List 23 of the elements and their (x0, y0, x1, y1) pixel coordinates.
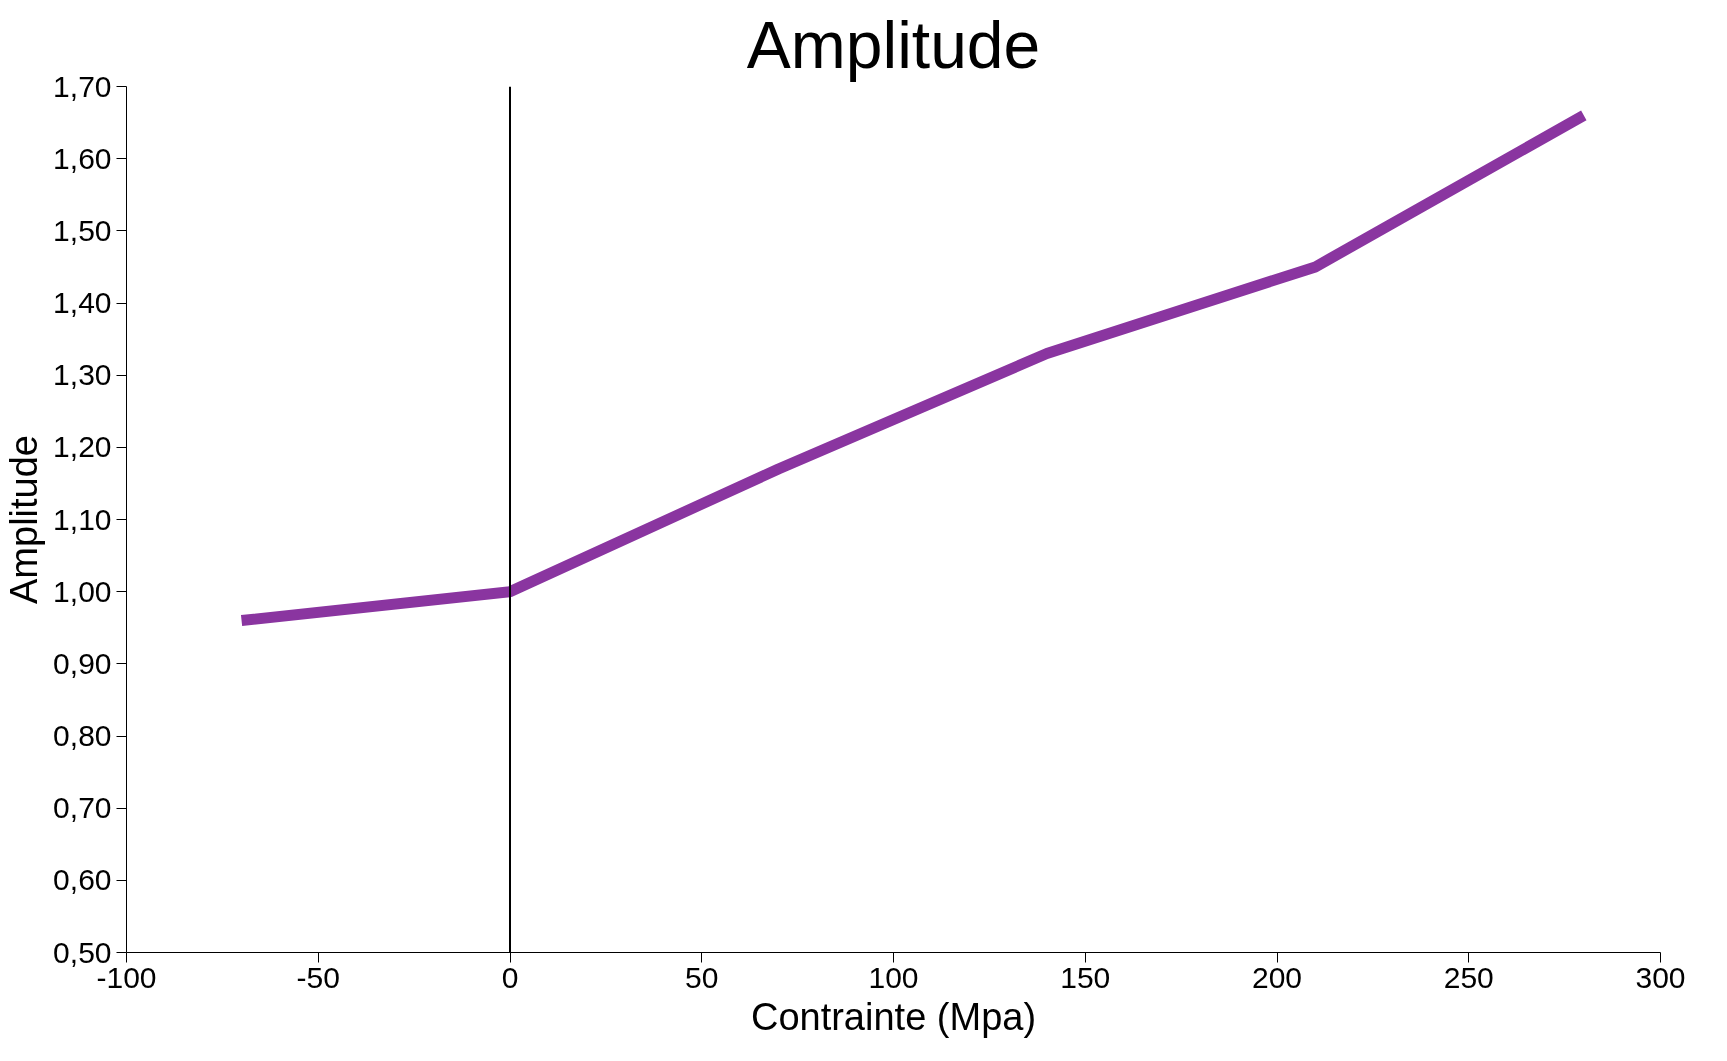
x-tick-label: 50 (685, 960, 719, 994)
x-tick-label: 0 (501, 960, 519, 994)
chart-title: Amplitude (746, 7, 1041, 82)
x-tick-label: 250 (1443, 960, 1494, 994)
y-tick-label: 1,60 (53, 141, 112, 175)
y-tick-label: 1,70 (53, 69, 112, 103)
x-axis-title: Contrainte (Mpa) (750, 995, 1037, 1038)
x-tick-label: -50 (296, 960, 340, 994)
x-tick-label: 200 (1251, 960, 1303, 994)
y-tick-label: 1,40 (53, 286, 112, 319)
y-tick-label: 0,80 (53, 719, 112, 752)
x-tick-label: 100 (868, 960, 919, 994)
y-tick-label: 0,90 (53, 646, 112, 680)
y-tick-label: 0,60 (53, 863, 112, 897)
y-tick-label: 0,70 (53, 791, 112, 825)
x-tick-label: 150 (1060, 960, 1111, 994)
y-tick-label: 1,50 (53, 213, 112, 247)
y-axis-title: Amplitude (3, 435, 46, 604)
y-tick-label: 1,30 (53, 358, 112, 392)
y-tick-label: 1,20 (53, 430, 112, 464)
x-tick-label: 300 (1635, 960, 1686, 994)
y-tick-label: 1,00 (53, 574, 112, 608)
y-tick-label: 1,10 (53, 502, 112, 536)
